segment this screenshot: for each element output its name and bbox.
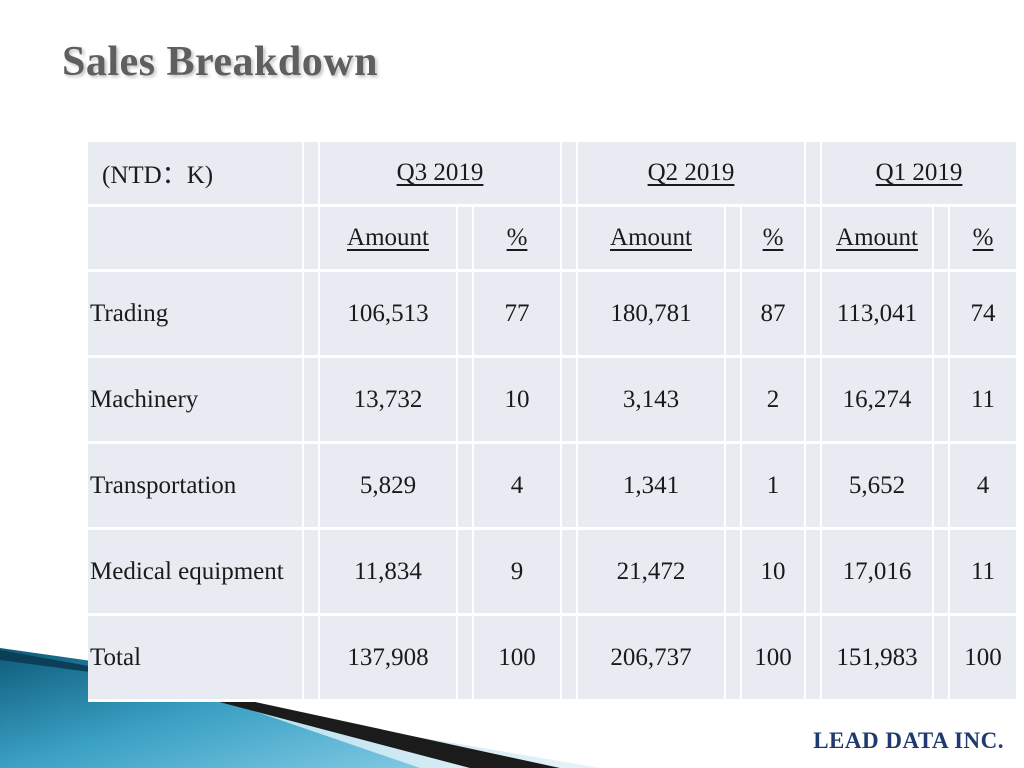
amount-cell: 106,513: [320, 272, 458, 358]
row-label: Total: [88, 616, 304, 702]
quarter-header: Q1 2019: [822, 142, 1018, 207]
table-row: Transportation 5,829 4 1,341 1 5,652 4: [88, 444, 1018, 530]
amount-cell: 180,781: [578, 272, 726, 358]
amount-cell: 21,472: [578, 530, 726, 616]
units-label: (NTD：K): [88, 142, 304, 207]
table-row: Trading 106,513 77 180,781 87 113,041 74: [88, 272, 1018, 358]
percent-cell: 9: [474, 530, 562, 616]
amount-header: Amount: [836, 224, 918, 251]
percent-header: %: [972, 224, 994, 251]
row-label: Transportation: [88, 444, 304, 530]
row-label: Trading: [88, 272, 304, 358]
amount-cell: 113,041: [822, 272, 934, 358]
amount-cell: 11,834: [320, 530, 458, 616]
percent-cell: 1: [742, 444, 806, 530]
percent-cell: 100: [742, 616, 806, 702]
row-label: Machinery: [88, 358, 304, 444]
percent-cell: 100: [950, 616, 1018, 702]
table-row: Machinery 13,732 10 3,143 2 16,274 11: [88, 358, 1018, 444]
amount-cell: 1,341: [578, 444, 726, 530]
percent-cell: 77: [474, 272, 562, 358]
amount-cell: 137,908: [320, 616, 458, 702]
company-name: LEAD DATA INC.: [813, 728, 1004, 753]
quarter-header: Q2 2019: [578, 142, 806, 207]
percent-cell: 11: [950, 358, 1018, 444]
percent-cell: 10: [474, 358, 562, 444]
amount-cell: 5,829: [320, 444, 458, 530]
amount-header: Amount: [610, 224, 692, 251]
quarter-label: Q3 2019: [396, 159, 484, 186]
amount-cell: 206,737: [578, 616, 726, 702]
percent-header: %: [762, 224, 784, 251]
amount-cell: 16,274: [822, 358, 934, 444]
percent-cell: 11: [950, 530, 1018, 616]
amount-cell: 5,652: [822, 444, 934, 530]
table-subheader-row: Amount % Amount % Amount %: [88, 207, 1018, 272]
percent-cell: 100: [474, 616, 562, 702]
table-row: Medical equipment 11,834 9 21,472 10 17,…: [88, 530, 1018, 616]
percent-cell: 10: [742, 530, 806, 616]
percent-header: %: [506, 224, 528, 251]
percent-cell: 4: [950, 444, 1018, 530]
quarter-label: Q2 2019: [647, 159, 735, 186]
amount-cell: 151,983: [822, 616, 934, 702]
amount-header: Amount: [347, 224, 429, 251]
quarter-header: Q3 2019: [320, 142, 562, 207]
table-row-total: Total 137,908 100 206,737 100 151,983 10…: [88, 616, 1018, 702]
percent-cell: 2: [742, 358, 806, 444]
row-label: Medical equipment: [88, 530, 304, 616]
amount-cell: 17,016: [822, 530, 934, 616]
table-header-row: (NTD：K) Q3 2019 Q2 2019 Q1 2019: [88, 142, 1018, 207]
quarter-label: Q1 2019: [875, 159, 963, 186]
percent-cell: 87: [742, 272, 806, 358]
amount-cell: 3,143: [578, 358, 726, 444]
percent-cell: 4: [474, 444, 562, 530]
percent-cell: 74: [950, 272, 1018, 358]
page-title: Sales Breakdown: [62, 39, 378, 85]
sales-table: (NTD：K) Q3 2019 Q2 2019 Q1 2019 Amount %…: [88, 142, 1018, 702]
amount-cell: 13,732: [320, 358, 458, 444]
